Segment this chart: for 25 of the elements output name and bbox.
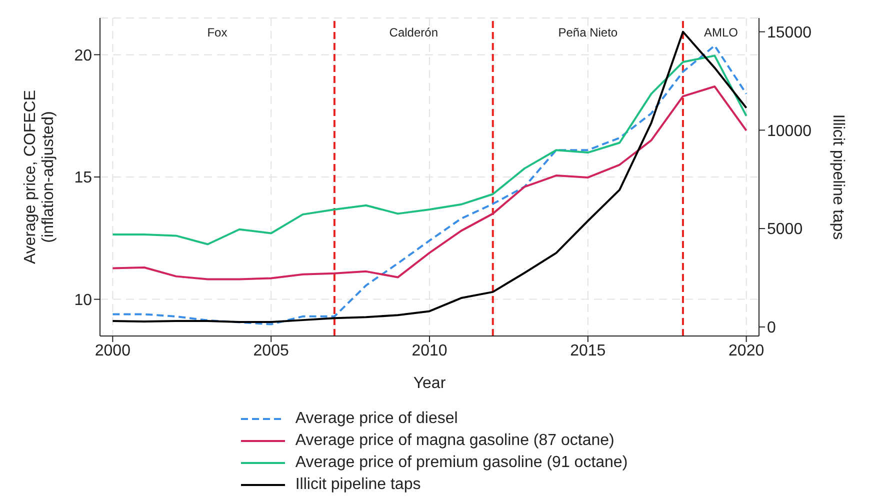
y-tick-label: 15 (74, 170, 92, 187)
y-tick-label: 10 (74, 292, 92, 309)
x-axis-title: Year (413, 375, 446, 392)
y2-axis-title: Illicit pipeline taps (829, 114, 846, 240)
line-series (112, 85, 748, 280)
y2-tick-label: 0 (767, 320, 776, 337)
y-axis-title: Average price, COFECE (inflation-adjusted) (22, 90, 57, 264)
y2-tick-label: 10000 (767, 122, 812, 140)
x-tick-label: 2010 (412, 342, 448, 360)
annotation: Fox (207, 26, 228, 40)
annotation: AMLO (704, 26, 738, 40)
legend-label: Average price of magna gasoline (87 octane) (295, 432, 614, 450)
x-tick-label: 2020 (728, 342, 764, 360)
y-tick-label: 20 (74, 47, 92, 64)
x-tick-label: 2005 (253, 342, 289, 360)
legend-label: Average price of diesel (295, 410, 458, 428)
x-tick-label: 2000 (94, 342, 131, 360)
legend-label: Illicit pipeline taps (295, 476, 421, 494)
y2-tick-label: 5000 (767, 221, 803, 238)
y2-tick-label: 15000 (767, 24, 812, 42)
annotation: Calderón (389, 26, 438, 40)
annotation: Peña Nieto (558, 26, 618, 40)
x-tick-label: 2015 (570, 342, 606, 360)
line-series (112, 54, 748, 246)
legend-label: Average price of premium gasoline (91 octane) (295, 454, 628, 472)
